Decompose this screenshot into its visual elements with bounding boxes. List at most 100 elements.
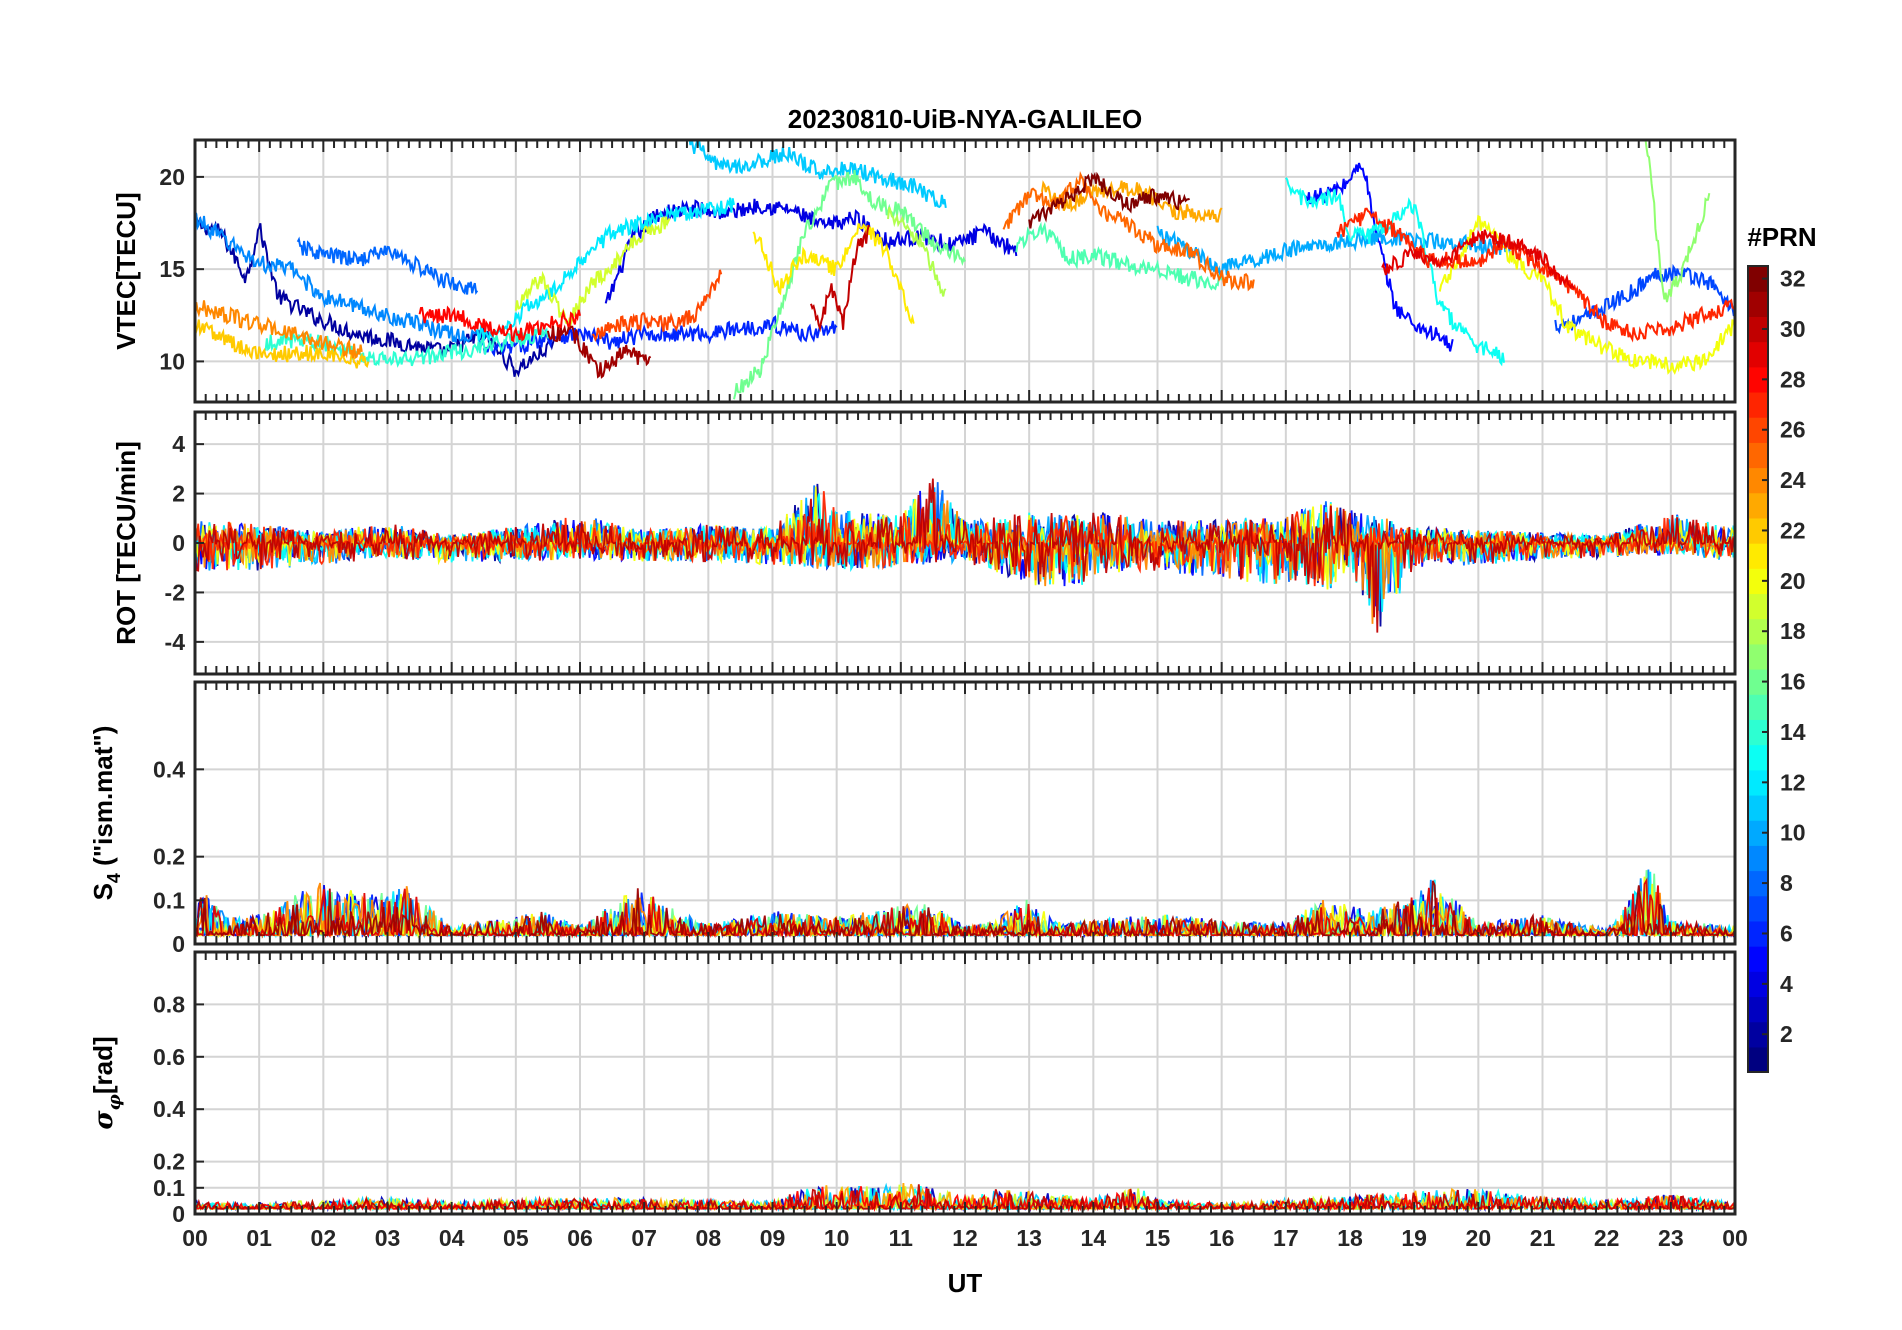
x-tick-label: 00 (1722, 1225, 1748, 1251)
panel-sigma-phi: 00.10.2 0.4 0.6 0.8 σφ[rad] (88, 950, 1737, 1227)
vtec-series-prn-22 (195, 319, 370, 369)
colorbar-tick-label: 10 (1780, 820, 1806, 846)
sigma-ylabel-sub: φ (104, 1093, 125, 1110)
x-tick-label: 20 (1466, 1225, 1492, 1251)
vtec-series-prn-12 (476, 197, 735, 343)
rot-axes: -4 -2 0 2 4 (165, 410, 1737, 676)
chart-title: 20230810-UiB-NYA-GALILEO (788, 104, 1143, 134)
x-tick-label: 03 (375, 1225, 401, 1251)
vtec-series-prn-28 (418, 305, 581, 343)
vtec-series-prn-7 (1554, 263, 1735, 335)
x-tick-label: 13 (1016, 1225, 1042, 1251)
colorbar-tick-label: 22 (1780, 517, 1806, 543)
vtec-series-prn-9 (195, 211, 485, 348)
x-tick-label: 15 (1145, 1225, 1171, 1251)
axes-frame (193, 410, 1737, 676)
colorbar-band-prn-21 (1748, 543, 1768, 569)
colorbar-band-prn-29 (1748, 341, 1768, 368)
vtec-series-prn-13 (1285, 177, 1505, 367)
colorbar-band-prn-5 (1748, 946, 1768, 972)
x-axis-label: UT (948, 1268, 983, 1298)
x-tick-label: 02 (311, 1225, 337, 1251)
colorbar-tick-label: 6 (1780, 920, 1793, 946)
vtec-series-prn-11 (688, 140, 947, 209)
colorbar-tick-label: 20 (1780, 568, 1806, 594)
vtec-lines (195, 140, 1735, 400)
colorbar-band-prn-12 (1748, 769, 1768, 796)
x-tick-label: 23 (1658, 1225, 1684, 1251)
sigma-grid (194, 952, 1736, 1215)
y-tick-label: 0 (172, 1201, 185, 1227)
vtec-ylabel: VTEC[TECU] (111, 192, 141, 349)
colorbar-band-prn-2 (1748, 1021, 1768, 1048)
colorbar-band-prn-28 (1748, 366, 1768, 393)
s4-axes: 0 0.1 0.2 0.4 (153, 680, 1737, 957)
y-tick-label: -4 (165, 629, 186, 655)
colorbar-band-prn-6 (1748, 920, 1768, 947)
panel-vtec: 10 15 20 VTEC[TECU] (111, 138, 1737, 404)
y-tick-label: 0.2 (153, 844, 185, 870)
axes-frame (193, 950, 1737, 1216)
vtec-series-prn-17 (1644, 140, 1711, 303)
colorbar-band-prn-23 (1748, 492, 1768, 519)
colorbar-tick-label: 30 (1780, 316, 1806, 342)
vtec-series-prn-19 (514, 216, 671, 328)
sigma-axes: 00.10.2 0.4 0.6 0.8 (153, 950, 1737, 1227)
colorbar-tick-label: 4 (1780, 971, 1793, 997)
s4-ylabel-sub: 4 (104, 873, 124, 883)
y-tick-label: 4 (172, 431, 185, 457)
colorbar-band-prn-20 (1748, 568, 1768, 595)
s4-ylabel-main: S (88, 883, 118, 900)
sigma-ylabel: σφ[rad] (88, 1036, 125, 1129)
s4-ylabel-rest: ("ism.mat") (88, 726, 118, 873)
y-tick-label: 0 (172, 530, 185, 556)
x-tick-label: 21 (1530, 1225, 1556, 1251)
vtec-series-prn-10 (1156, 225, 1512, 279)
x-tick-label: 07 (631, 1225, 657, 1251)
x-tick-label: 04 (439, 1225, 465, 1251)
x-tick-label: 10 (824, 1225, 850, 1251)
colorbar-band-prn-17 (1748, 643, 1768, 670)
x-tick-label: 05 (503, 1225, 529, 1251)
colorbar-tick-label: 18 (1780, 618, 1806, 644)
vtec-series-prn-15 (1015, 221, 1223, 291)
vtec-series-prn-18 (887, 206, 947, 297)
vtec-series-prn-32 (1028, 171, 1190, 229)
x-tick-label: 17 (1273, 1225, 1299, 1251)
x-tick-label: 01 (246, 1225, 272, 1251)
colorbar-band-prn-8 (1748, 870, 1768, 897)
x-tick-label: 18 (1337, 1225, 1363, 1251)
sigma-ylabel-rest: [rad] (88, 1036, 118, 1094)
colorbar-band-prn-1 (1748, 1046, 1768, 1073)
colorbar-band-prn-25 (1748, 442, 1768, 469)
vtec-series-prn-20 (1438, 214, 1735, 375)
x-tick-label: 22 (1594, 1225, 1620, 1251)
vtec-series-prn-6 (482, 315, 838, 358)
vtec-series-prn-30 (810, 224, 870, 333)
vtec-series-prn-21 (752, 223, 915, 325)
colorbar-band-prn-32 (1748, 266, 1768, 292)
s4-ylabel: S4 ("ism.mat") (88, 726, 124, 901)
y-tick-label: 0.1 (153, 887, 185, 913)
x-tick-label: 00 (182, 1225, 208, 1251)
x-tick-label: 06 (567, 1225, 593, 1251)
y-tick-label: 0.1 (153, 1175, 185, 1201)
colorbar-band-prn-3 (1748, 996, 1768, 1023)
colorbar-tick-label: 12 (1780, 769, 1806, 795)
y-tick-label: 0.4 (153, 756, 185, 782)
colorbar-label: #PRN (1747, 222, 1816, 252)
y-tick-label: 10 (159, 348, 185, 374)
colorbar-band-prn-27 (1748, 391, 1768, 418)
colorbar-band-prn-31 (1748, 291, 1768, 317)
colorbar-band-prn-11 (1748, 794, 1768, 821)
axes-frame (193, 138, 1737, 404)
s4-grid (194, 682, 1736, 945)
colorbar-band-prn-26 (1748, 417, 1768, 443)
y-tick-label: 0 (172, 931, 185, 957)
colorbar-band-prn-9 (1748, 845, 1768, 872)
colorbar-band-prn-7 (1748, 895, 1768, 922)
vtec-series-prn-29 (1381, 229, 1576, 290)
colorbar-tick-label: 26 (1780, 417, 1806, 443)
